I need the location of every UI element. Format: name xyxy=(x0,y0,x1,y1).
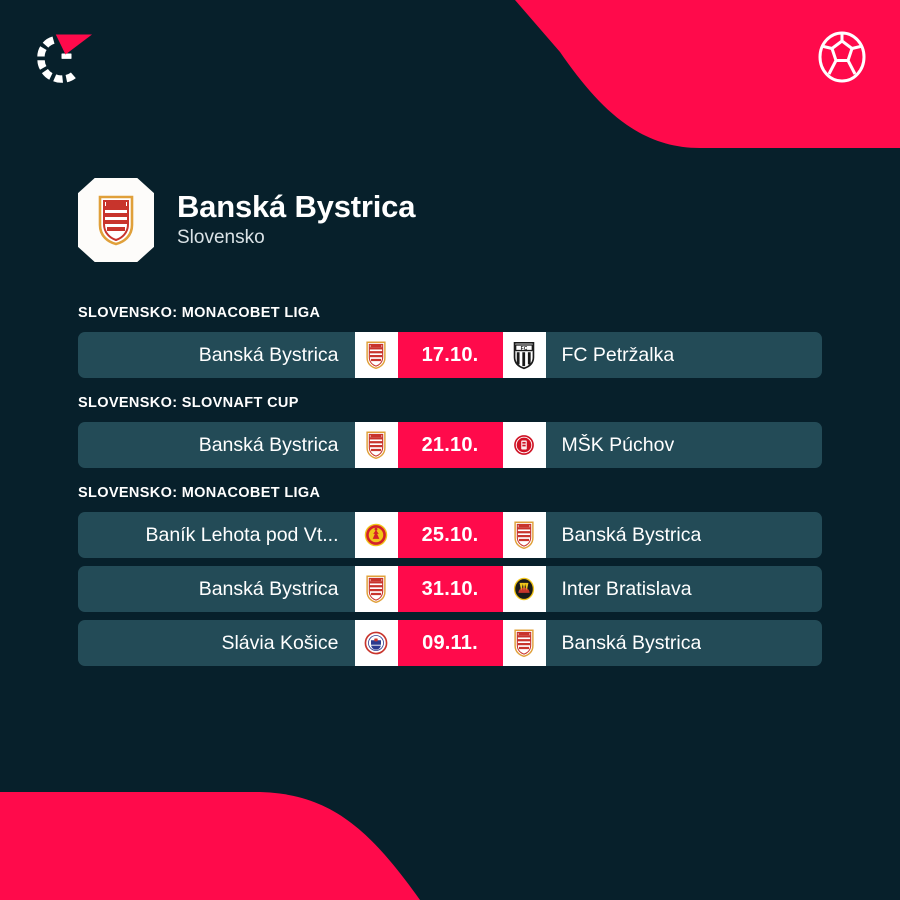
match-date-cell[interactable]: 31.10. xyxy=(397,566,503,612)
away-team-name: Banská Bystrica xyxy=(561,523,702,546)
away-team-cell[interactable]: Banská Bystrica xyxy=(546,512,823,558)
away-team-crest-cell xyxy=(502,620,546,666)
competition-title[interactable]: SLOVENSKO: MONACOBET LIGA xyxy=(78,305,321,321)
home-team-name: Banská Bystrica xyxy=(198,343,339,366)
match-date: 17.10. xyxy=(421,343,479,366)
away-team-cell[interactable]: Banská Bystrica xyxy=(546,620,823,666)
team-crest-badge xyxy=(78,178,154,262)
home-team-crest-cell xyxy=(354,620,398,666)
matches-list: SLOVENSKO: MONACOBET LIGA Banská Bystrica… xyxy=(78,305,822,666)
competition-group: SLOVENSKO: MONACOBET LIGA Banská Bystrica… xyxy=(78,305,822,378)
fc-petrzalka-crest-icon xyxy=(511,340,537,370)
dukla-banska-bystrica-crest-icon xyxy=(363,574,389,604)
competition-group: SLOVENSKO: SLOVNAFT CUP Banská Bystrica 21… xyxy=(78,395,822,468)
competition-title[interactable]: SLOVENSKO: SLOVNAFT CUP xyxy=(78,395,299,411)
away-team-cell[interactable]: Inter Bratislava xyxy=(546,566,823,612)
match-row[interactable]: Banská Bystrica 17.10. FC Petržalka xyxy=(78,332,822,378)
slavia-kosice-crest-icon xyxy=(363,628,389,658)
away-team-name: MŠK Púchov xyxy=(561,433,675,456)
match-row[interactable]: Slávia Košice 09.11. Banská Bystrica xyxy=(78,620,822,666)
away-team-cell[interactable]: MŠK Púchov xyxy=(546,422,823,468)
dukla-banska-bystrica-crest-icon xyxy=(511,520,537,550)
away-team-name: Inter Bratislava xyxy=(561,577,692,600)
home-team-name: Baník Lehota pod Vt... xyxy=(145,523,339,546)
home-team-crest-cell xyxy=(354,332,398,378)
inter-bratislava-crest-icon xyxy=(511,574,537,604)
team-country: Slovensko xyxy=(177,226,265,248)
team-header: Banská Bystrica Slovensko xyxy=(78,178,415,262)
home-team-name: Banská Bystrica xyxy=(198,577,339,600)
match-row[interactable]: Baník Lehota pod Vt... 25.10. Banská Bystr… xyxy=(78,512,822,558)
dukla-banska-bystrica-crest-icon xyxy=(363,430,389,460)
home-team-name: Slávia Košice xyxy=(221,631,339,654)
home-team-crest-cell xyxy=(354,512,398,558)
match-date-cell[interactable]: 25.10. xyxy=(397,512,503,558)
home-team-crest-cell xyxy=(354,422,398,468)
match-date-cell[interactable]: 17.10. xyxy=(397,332,503,378)
flashscore-logo-icon xyxy=(37,34,92,83)
home-team-name: Banská Bystrica xyxy=(198,433,339,456)
team-title-block: Banská Bystrica Slovensko xyxy=(177,190,415,250)
away-team-cell[interactable]: FC Petržalka xyxy=(546,332,823,378)
away-team-name: Banská Bystrica xyxy=(561,631,702,654)
home-team-cell[interactable]: Slávia Košice xyxy=(78,620,355,666)
competition-group: SLOVENSKO: MONACOBET LIGA Baník Lehota po… xyxy=(78,485,822,666)
match-date: 31.10. xyxy=(421,577,479,600)
soccer-ball-icon xyxy=(818,31,866,83)
match-date-cell[interactable]: 09.11. xyxy=(397,620,503,666)
home-team-cell[interactable]: Banská Bystrica xyxy=(78,566,355,612)
away-team-name: FC Petržalka xyxy=(561,343,675,366)
match-date: 21.10. xyxy=(421,433,479,456)
away-team-crest-cell xyxy=(502,332,546,378)
page-title: Banská Bystrica xyxy=(177,189,416,225)
match-row[interactable]: Banská Bystrica 31.10. Inter Bratislava xyxy=(78,566,822,612)
dukla-banska-bystrica-crest-icon xyxy=(98,195,134,246)
dukla-banska-bystrica-crest-icon xyxy=(511,628,537,658)
match-row[interactable]: Banská Bystrica 21.10. MŠK Púchov xyxy=(78,422,822,468)
home-team-cell[interactable]: Baník Lehota pod Vt... xyxy=(78,512,355,558)
away-team-crest-cell xyxy=(502,566,546,612)
away-team-crest-cell xyxy=(502,422,546,468)
home-team-cell[interactable]: Banská Bystrica xyxy=(78,422,355,468)
away-team-crest-cell xyxy=(502,512,546,558)
home-team-cell[interactable]: Banská Bystrica xyxy=(78,332,355,378)
competition-title[interactable]: SLOVENSKO: MONACOBET LIGA xyxy=(78,485,321,501)
dukla-banska-bystrica-crest-icon xyxy=(363,340,389,370)
banik-lehota-crest-icon xyxy=(363,520,389,550)
match-date: 25.10. xyxy=(421,523,479,546)
msk-puchov-crest-icon xyxy=(511,430,537,460)
match-date: 09.11. xyxy=(422,631,478,654)
match-date-cell[interactable]: 21.10. xyxy=(397,422,503,468)
home-team-crest-cell xyxy=(354,566,398,612)
